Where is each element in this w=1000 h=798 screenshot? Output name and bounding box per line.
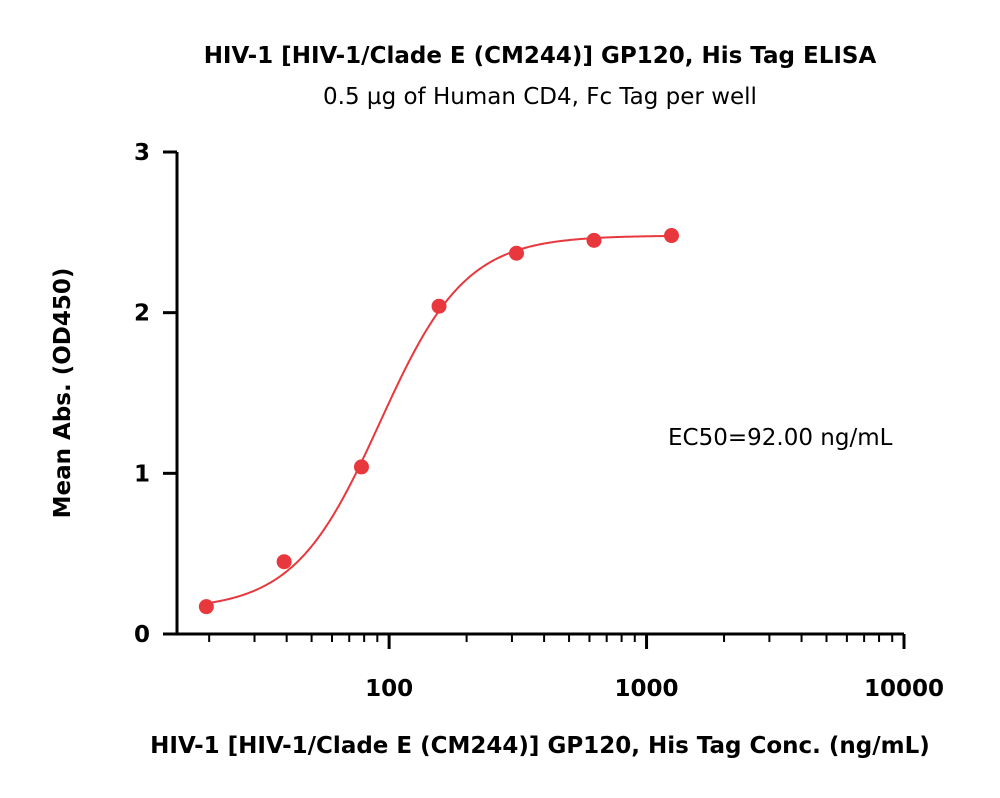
x-axis-label: HIV-1 [HIV-1/Clade E (CM244)] GP120, His… [150, 733, 930, 759]
data-point [431, 298, 447, 314]
data-point [509, 245, 525, 261]
chart-title: HIV-1 [HIV-1/Clade E (CM244)] GP120, His… [204, 43, 877, 69]
data-point [198, 599, 214, 615]
fit-curve [206, 234, 672, 605]
ec50-annotation: EC50=92.00 ng/mL [668, 425, 893, 451]
y-tick-label: 1 [134, 461, 150, 487]
data-points [198, 228, 680, 615]
y-tick-label: 2 [134, 301, 150, 327]
x-tick-label: 100 [365, 676, 413, 702]
x-tick-label: 1000 [615, 676, 679, 702]
data-point [276, 554, 292, 570]
x-ticks: 100 1000 10000 [208, 634, 944, 702]
x-tick-label: 10000 [864, 676, 944, 702]
axes [175, 152, 904, 636]
y-tick-label: 0 [134, 622, 150, 648]
data-point [664, 228, 680, 244]
data-point [586, 232, 602, 248]
y-axis-label: Mean Abs. (OD450) [50, 268, 76, 519]
chart-subtitle: 0.5 µg of Human CD4, Fc Tag per well [323, 84, 757, 110]
y-ticks: 0 1 2 3 [134, 140, 177, 648]
data-point [353, 459, 369, 475]
y-tick-label: 3 [134, 140, 150, 166]
